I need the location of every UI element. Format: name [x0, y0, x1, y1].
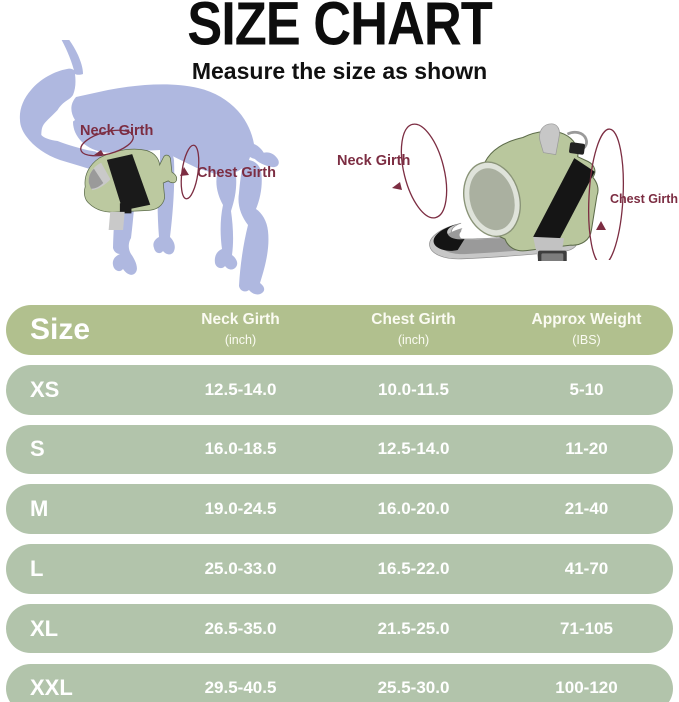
svg-text:Chest Girth: Chest Girth — [610, 192, 678, 206]
svg-text:Neck Girth: Neck Girth — [337, 153, 410, 169]
